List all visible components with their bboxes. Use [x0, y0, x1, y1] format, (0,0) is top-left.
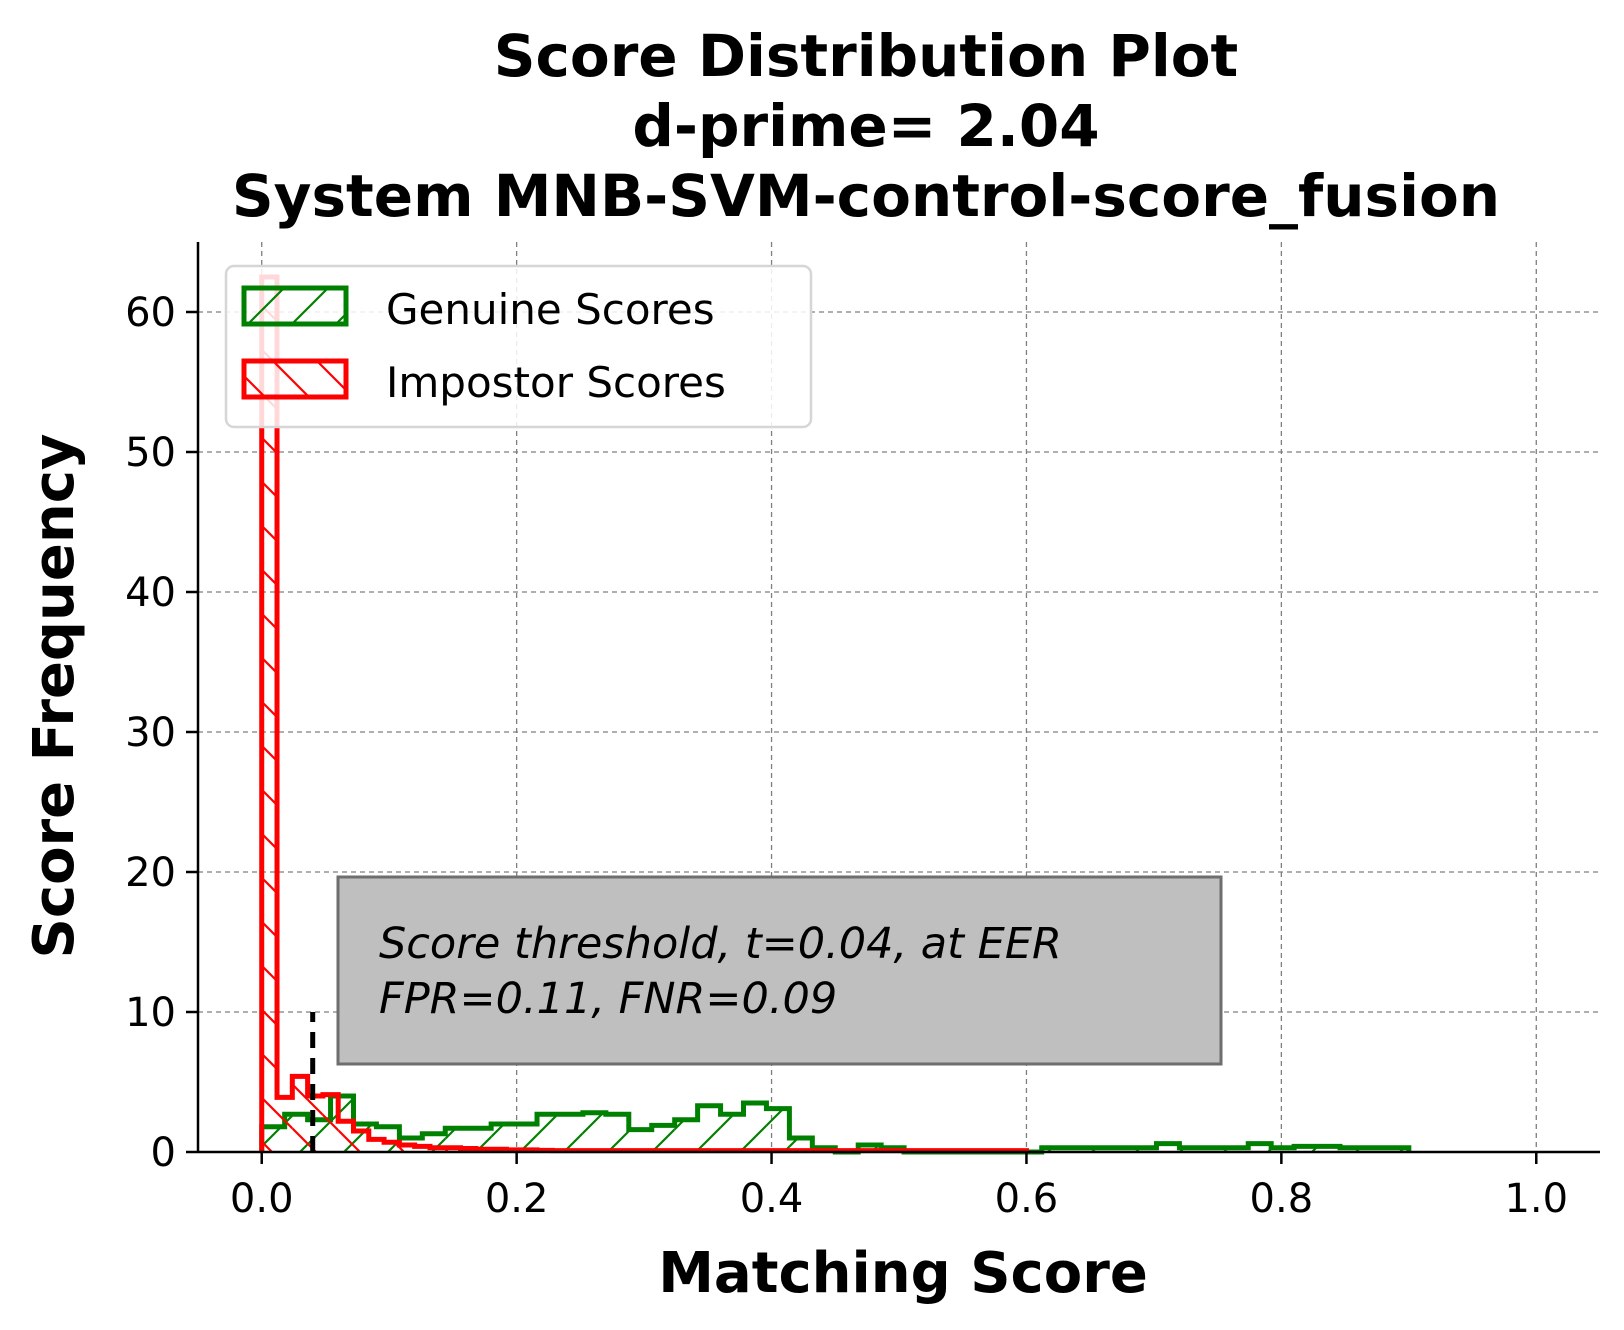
- hist-bar-genuine-13: [559, 1114, 583, 1152]
- x-axis-label: Matching Score: [658, 1241, 1148, 1306]
- legend-swatch-genuine: [241, 285, 349, 327]
- tick-labels: 0.0 0.2 0.4 0.6 0.8 1.0 0 10 20 30 40 50 60: [125, 290, 1568, 1222]
- hist-bar-genuine-39: [1156, 1143, 1180, 1152]
- hist-bar-genuine-18: [674, 1119, 698, 1152]
- hist-bar-impostor-3: [307, 1096, 323, 1152]
- hist-bar-impostor-8: [384, 1142, 400, 1152]
- y-axis-label: Score Frequency: [22, 434, 87, 959]
- hist-bar-genuine-21: [743, 1103, 767, 1152]
- chart-title-line-1: Score Distribution Plot: [494, 22, 1239, 90]
- hist-outline-genuine: [259, 1093, 1412, 1155]
- hist-bar-genuine-19: [697, 1105, 721, 1152]
- hist-bar-impostor-5: [338, 1121, 354, 1152]
- legend-swatch-impostor: [241, 358, 349, 400]
- hist-bar-genuine-16: [628, 1129, 652, 1152]
- axes: [196, 242, 1600, 1154]
- x-tick-label-2: 0.4: [740, 1176, 804, 1222]
- hist-bar-genuine-11: [514, 1124, 538, 1152]
- hist-bar-genuine-17: [651, 1125, 675, 1152]
- y-tick-label-5: 50: [125, 430, 176, 476]
- legend-label-impostor: Impostor Scores: [386, 358, 726, 407]
- hist-bar-genuine-12: [537, 1114, 560, 1152]
- annotation-line-2: FPR=0.11, FNR=0.09: [379, 974, 837, 1024]
- hist-bar-impostor-0: [261, 277, 278, 1152]
- legend: Genuine Scores Impostor Scores: [224, 264, 813, 429]
- hist-bar-impostor-1: [277, 1097, 293, 1152]
- chart-title-line-3: System MNB-SVM-control-score_fusion: [232, 162, 1500, 230]
- hist-outline-impostor: [259, 274, 1029, 1154]
- y-tick-label-0: 0: [151, 1130, 176, 1176]
- x-tick-label-5: 1.0: [1504, 1176, 1568, 1222]
- hist-bar-genuine-20: [720, 1114, 744, 1152]
- legend-item-impostor: Impostor Scores: [241, 358, 726, 407]
- hist-bar-impostor-7: [368, 1139, 385, 1152]
- hist-bar-impostor-10: [414, 1146, 430, 1152]
- y-tick-label-6: 60: [125, 290, 176, 336]
- hist-bar-impostor-9: [399, 1145, 415, 1152]
- hist-bar-genuine-15: [605, 1114, 629, 1152]
- y-tick-label-3: 30: [125, 710, 176, 756]
- genuine-histogram: [259, 1093, 1412, 1155]
- x-tick-label-3: 0.6: [995, 1176, 1059, 1222]
- x-tick-label-0: 0.0: [230, 1176, 294, 1222]
- hist-bar-genuine-45: [1294, 1146, 1318, 1152]
- x-tick-label-4: 0.8: [1250, 1176, 1314, 1222]
- hist-bar-genuine-14: [582, 1112, 606, 1152]
- hist-bar-genuine-43: [1248, 1143, 1272, 1152]
- legend-label-genuine: Genuine Scores: [386, 285, 715, 334]
- chart-title-line-2: d-prime= 2.04: [632, 92, 1099, 160]
- hist-bar-impostor-4: [322, 1094, 339, 1152]
- y-tick-label-2: 20: [125, 850, 176, 896]
- annotation-line-1: Score threshold, t=0.04, at EER: [379, 919, 1062, 969]
- hist-bar-genuine-22: [766, 1108, 790, 1152]
- annotation-box: Score threshold, t=0.04, at EER FPR=0.11…: [336, 875, 1223, 1066]
- hist-bar-genuine-46: [1317, 1146, 1340, 1152]
- hist-bar-genuine-10: [491, 1124, 515, 1152]
- legend-item-genuine: Genuine Scores: [241, 285, 715, 334]
- x-tick-label-1: 0.2: [485, 1176, 549, 1222]
- hist-bar-impostor-6: [353, 1131, 369, 1152]
- y-tick-label-4: 40: [125, 570, 176, 616]
- hist-bar-impostor-2: [292, 1076, 308, 1152]
- y-tick-label-1: 10: [125, 990, 176, 1036]
